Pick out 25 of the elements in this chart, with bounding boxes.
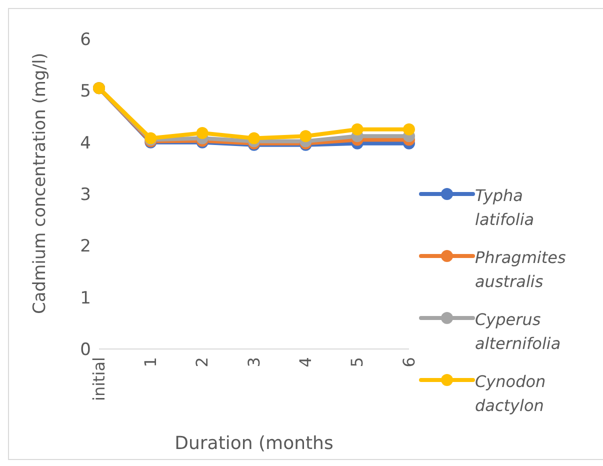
point	[248, 132, 260, 144]
y-axis-title: Cadmium concentration (mg/l)	[30, 52, 50, 314]
x-tick-label: 6	[399, 357, 418, 368]
y-tick-label: 3	[80, 185, 91, 206]
legend-label: Cynodon dactylon	[475, 371, 547, 417]
y-tick-label: 5	[80, 82, 91, 102]
point	[196, 127, 208, 140]
y-tick-label: 1	[80, 288, 91, 308]
point	[351, 123, 364, 136]
x-tick-label: 3	[244, 357, 264, 368]
x-tick-label: 5	[348, 357, 367, 368]
x-tick-label: 2	[192, 357, 212, 368]
legend-label: Typha latifolia	[475, 185, 536, 231]
x-axis-title: Duration (months	[174, 433, 334, 454]
point	[403, 123, 415, 136]
y-tick-label: 2	[80, 236, 91, 257]
legend-label: Cyperus alternifolia	[475, 309, 562, 355]
y-tick-label: 4	[80, 133, 91, 154]
legend-label: Phragmites australis	[475, 247, 567, 293]
y-tick-label: 0	[80, 340, 91, 360]
point	[300, 130, 312, 142]
x-tick-label: 4	[296, 357, 316, 368]
x-tick-label: initial	[89, 357, 108, 401]
y-tick-label: 6	[80, 30, 91, 50]
x-tick-label: 1	[141, 357, 160, 368]
